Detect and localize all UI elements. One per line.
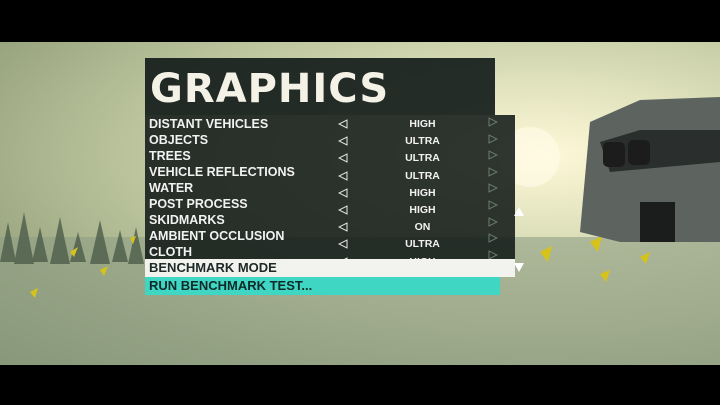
setting-row[interactable]: WATER HIGH (145, 180, 515, 199)
arrow-left[interactable] (338, 153, 348, 164)
scroll-down[interactable] (514, 263, 524, 272)
scrollbar (514, 207, 524, 272)
arrow-icon (338, 153, 348, 164)
arrow-right[interactable] (488, 216, 498, 227)
arrow-left[interactable] (338, 187, 348, 198)
setting-row[interactable]: DISTANT VEHICLES HIGH (145, 116, 515, 132)
setting-row[interactable]: TREES ULTRA (145, 148, 515, 164)
arrow-icon (338, 239, 348, 250)
arrow-right[interactable] (488, 183, 498, 194)
setting-value: HIGH (409, 186, 436, 199)
arrow-icon (488, 150, 498, 160)
arrow-left[interactable] (338, 170, 348, 181)
arrow-icon (338, 170, 348, 181)
setting-name: AMBIENT OCCLUSION (149, 229, 285, 243)
arrow-left[interactable] (338, 239, 348, 250)
setting-row[interactable]: AMBIENT OCCLUSION ULTRA (145, 228, 515, 250)
arrow-icon (338, 222, 348, 232)
arrow-right[interactable] (488, 166, 498, 177)
setting-row[interactable]: POST PROCESS HIGH (145, 196, 515, 216)
settings-panel (145, 115, 515, 259)
arrow-icon (488, 249, 498, 260)
arrow-icon (488, 166, 498, 177)
setting-name: SKIDMARKS (149, 213, 225, 227)
setting-row[interactable]: SKIDMARKS ON (145, 212, 515, 233)
setting-name: VEHICLE REFLECTIONS (149, 165, 295, 179)
arrow-icon (338, 205, 348, 215)
menu-action[interactable]: BENCHMARK MODE (145, 259, 515, 277)
setting-value: ON (414, 221, 431, 234)
setting-value: HIGH (409, 118, 436, 130)
arrow-icon (488, 200, 498, 210)
arrow-right[interactable] (488, 150, 498, 160)
arrow-right[interactable] (488, 200, 498, 210)
arrow-icon (338, 187, 348, 198)
arrow-icon (488, 183, 498, 194)
setting-name: OBJECTS (149, 133, 209, 147)
menu-action[interactable]: RUN BENCHMARK TEST... (145, 277, 500, 295)
setting-name: POST PROCESS (149, 197, 248, 211)
setting-name: TREES (149, 149, 191, 163)
arrow-icon (338, 119, 348, 129)
arrow-right[interactable] (488, 117, 498, 127)
setting-row[interactable]: CLOTHHIGH (145, 244, 515, 268)
setting-value: ULTRA (405, 152, 440, 165)
setting-name: DISTANT VEHICLES (149, 117, 269, 131)
setting-row[interactable]: VEHICLE REFLECTIONS ULTRA (145, 164, 515, 182)
car (580, 97, 720, 242)
menu-title: GRAPHICS (150, 66, 390, 112)
arrow-icon (488, 216, 498, 227)
arrow-left[interactable] (338, 136, 348, 146)
arrow-left[interactable] (338, 119, 348, 129)
setting-row[interactable]: OBJECTS ULTRA (145, 132, 515, 148)
setting-name: CLOTH (149, 245, 193, 259)
arrow-icon (488, 117, 498, 127)
arrow-icon (488, 233, 498, 243)
setting-value: ULTRA (405, 169, 440, 182)
arrow-right[interactable] (488, 249, 498, 260)
arrow-right[interactable] (488, 233, 498, 243)
arrow-left[interactable] (338, 205, 348, 215)
arrow-icon (338, 136, 348, 146)
setting-value: ULTRA (405, 135, 440, 148)
setting-value: HIGH (409, 204, 436, 216)
arrow-left[interactable] (338, 222, 348, 232)
scroll-up[interactable] (514, 207, 524, 216)
setting-name: WATER (149, 181, 194, 195)
title-panel (145, 58, 495, 115)
setting-value: ULTRA (405, 238, 440, 251)
arrow-right[interactable] (488, 133, 498, 144)
arrow-icon (488, 133, 498, 144)
